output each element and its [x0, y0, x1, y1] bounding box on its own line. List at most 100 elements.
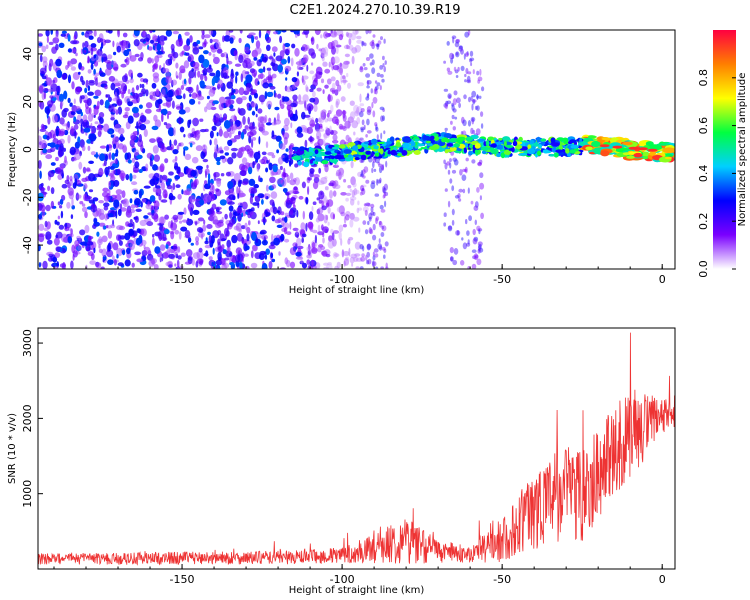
heatmap-cell [343, 149, 352, 154]
heatmap-cell [259, 250, 267, 256]
heatmap-cell [141, 228, 147, 237]
heatmap-cell [265, 184, 269, 192]
heatmap-cell [453, 143, 460, 148]
heatmap-cell [155, 204, 159, 213]
heatmap-cell [172, 159, 177, 163]
heatmap-cell [364, 209, 368, 216]
heatmap-cell [349, 256, 355, 264]
heatmap-cell [330, 76, 336, 82]
heatmap-cell [177, 255, 182, 260]
heatmap-cell [567, 141, 573, 145]
heatmap-cell [380, 132, 383, 140]
heatmap-cell [185, 52, 190, 56]
heatmap-cell [378, 220, 382, 226]
heatmap-cell [261, 123, 265, 128]
heatmap-cell [145, 102, 153, 109]
heatmap-cell [366, 92, 370, 99]
heatmap-cell [157, 39, 161, 44]
heatmap-cell [347, 142, 356, 147]
heatmap-cell [360, 185, 365, 192]
heatmap-cell [276, 149, 279, 154]
heatmap-cell [358, 227, 361, 233]
heatmap-cell [158, 103, 162, 111]
heatmap-cell [117, 168, 121, 175]
heatmap-cell [38, 160, 42, 169]
heatmap-cell [334, 89, 339, 96]
heatmap-cell [57, 130, 65, 137]
heatmap-cell [455, 230, 461, 236]
heatmap-cell [85, 79, 89, 88]
heatmap-cell [64, 226, 70, 232]
heatmap-cell [342, 250, 350, 257]
heatmap-cell [379, 204, 384, 210]
heatmap-cell [231, 87, 234, 94]
heatmap-cell [217, 251, 222, 261]
heatmap-cell [70, 111, 76, 116]
heatmap-cell [152, 95, 155, 99]
heatmap-cell [61, 109, 67, 118]
heatmap-cell [446, 143, 454, 147]
heatmap-cell [241, 157, 248, 165]
heatmap-cell [449, 162, 452, 169]
heatmap-cell [80, 66, 85, 71]
heatmap-cell [451, 114, 455, 120]
heatmap-cell [156, 50, 164, 55]
heatmap-cell [137, 93, 144, 97]
heatmap-cell [138, 190, 142, 199]
heatmap-cell [239, 163, 246, 171]
heatmap-cell [131, 87, 135, 95]
heatmap-cell [184, 106, 191, 113]
heatmap-cell [97, 48, 103, 57]
heatmap-cell [323, 46, 329, 55]
heatmap-cell [331, 82, 336, 91]
heatmap-cell [273, 52, 276, 57]
heatmap-cell [296, 64, 301, 71]
heatmap-cell [251, 35, 255, 44]
heatmap-cell [357, 200, 360, 206]
heatmap-cell [527, 148, 536, 155]
heatmap-cell [219, 233, 225, 242]
heatmap-cell [47, 100, 53, 107]
heatmap-cell [65, 122, 70, 131]
snr-background [38, 328, 675, 569]
heatmap-cell [286, 194, 290, 203]
heatmap-cell [59, 198, 64, 205]
heatmap-cell [191, 131, 198, 138]
heatmap-cell [175, 71, 178, 78]
heatmap-cell [286, 104, 292, 111]
heatmap-cell [174, 162, 179, 171]
heatmap-cell [216, 179, 222, 188]
heatmap-cell [59, 263, 66, 268]
heatmap-cell [122, 75, 128, 83]
heatmap-cell [384, 200, 387, 208]
heatmap-cell [74, 151, 81, 161]
heatmap-cell [367, 258, 372, 265]
heatmap-cell [50, 162, 56, 166]
heatmap-cell [149, 178, 156, 187]
heatmap-cell [518, 136, 523, 142]
heatmap-cell [372, 110, 376, 118]
heatmap-cell [187, 54, 194, 63]
heatmap-cell [111, 152, 115, 161]
colorbar-label: Normalized spectral amplitude [737, 73, 748, 227]
heatmap-cell [123, 40, 127, 49]
heatmap-cell [211, 125, 217, 131]
heatmap-cell [261, 151, 267, 156]
heatmap-cell [503, 150, 512, 155]
heatmap-cell [381, 164, 384, 171]
x-tick-label: 0 [659, 273, 666, 286]
heatmap-cell [366, 130, 372, 134]
heatmap-cell [375, 266, 379, 269]
heatmap-cell [145, 203, 153, 210]
heatmap-cell [317, 246, 322, 253]
heatmap-cell [55, 58, 62, 67]
heatmap-cell [341, 79, 348, 83]
heatmap-cell [222, 35, 225, 43]
heatmap-cell [373, 248, 379, 253]
heatmap-cell [475, 128, 481, 136]
heatmap-cell [477, 241, 483, 247]
heatmap-cell [125, 174, 130, 181]
heatmap-cell [72, 72, 80, 80]
heatmap-cell [480, 123, 484, 129]
